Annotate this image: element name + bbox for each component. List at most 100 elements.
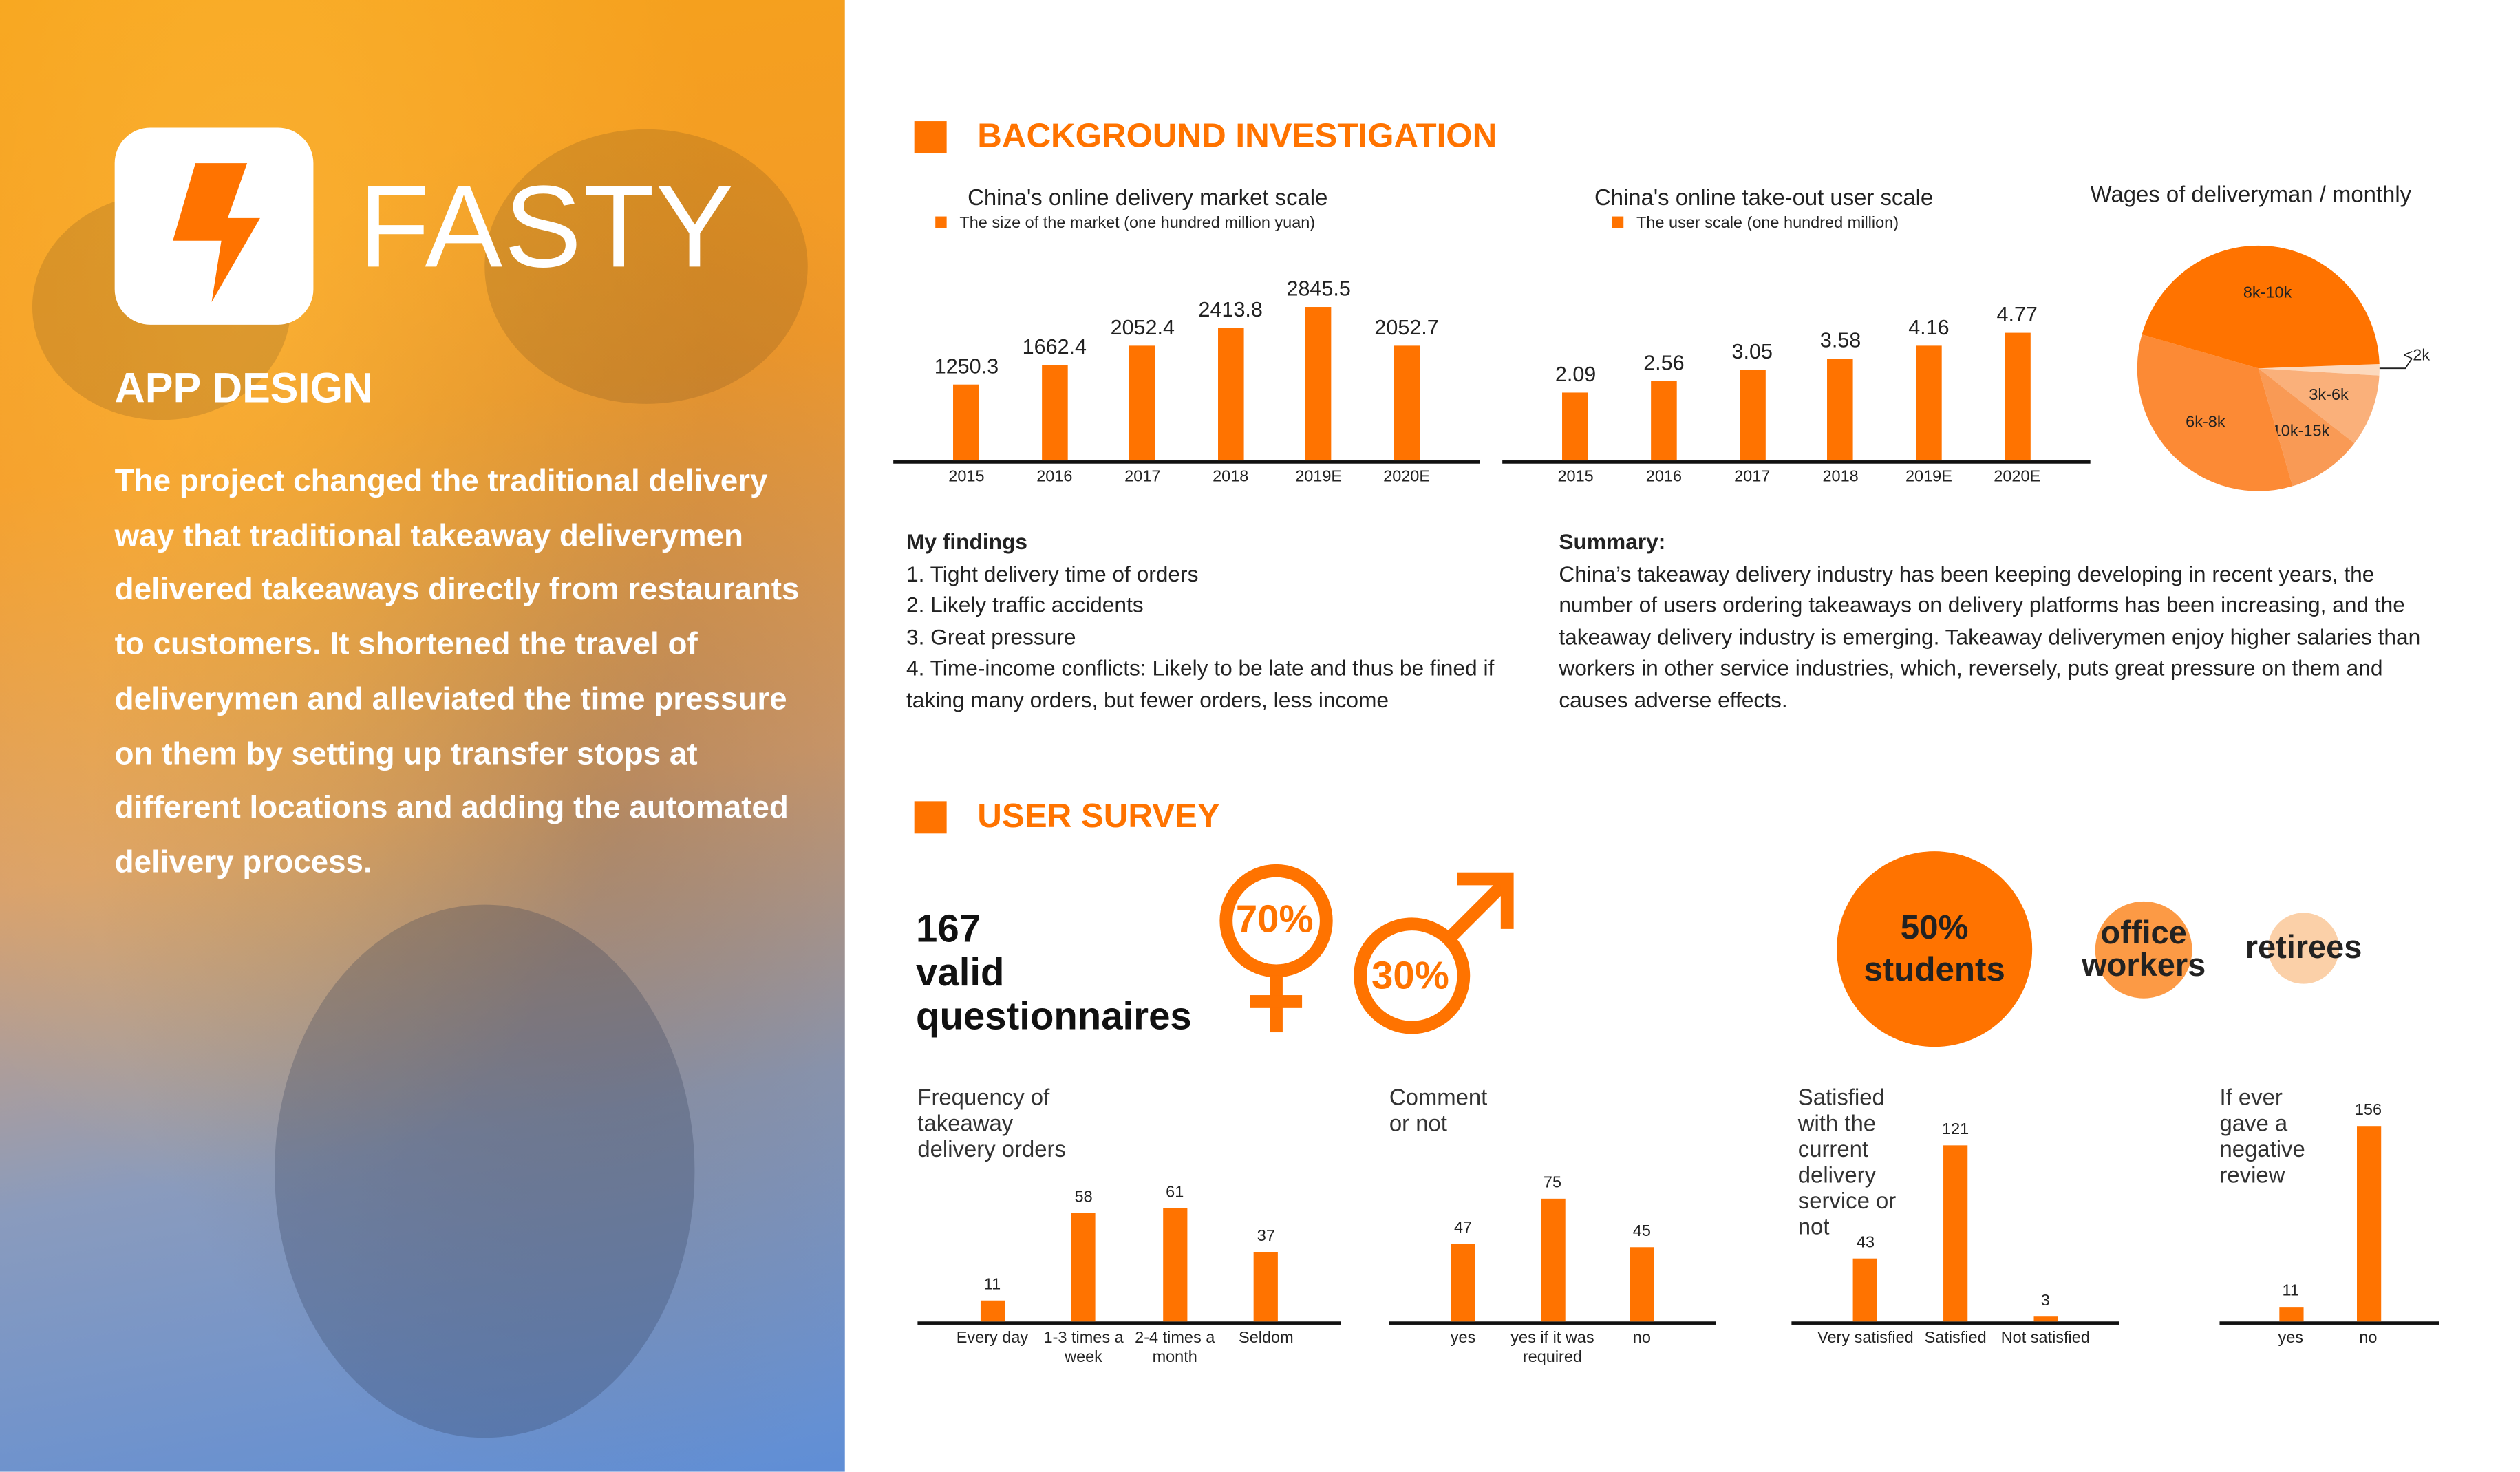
market-chart-legend: The size of the market (one hundred mill… [935,215,1315,233]
female-percent: 70% [1235,898,1314,942]
x-tick-label: 2017 [1734,468,1771,487]
bar [1739,370,1766,461]
x-tick-label: 2018 [1822,468,1859,487]
bar [1827,359,1854,461]
findings-title: My findings [906,529,1028,555]
students-bubble: 50% students [1837,851,2033,1047]
data-label: 58 [1074,1189,1093,1208]
data-label: 61 [1166,1184,1184,1202]
retirees-label: retirees [2245,929,2362,966]
x-axis [1502,460,2091,464]
finding-item: 3. Great pressure [906,624,1076,650]
user-chart-legend: The user scale (one hundred million) [1612,215,1899,233]
data-label: 121 [1942,1120,1969,1139]
summary-text: China’s takeaway delivery industry has b… [1559,561,2421,713]
female-icon [1219,864,1333,1033]
bar [1041,364,1068,461]
count-value: 167 [916,908,981,952]
bar [2004,332,2031,461]
data-label: 1662.4 [1022,333,1087,359]
data-label: 11 [2282,1283,2299,1301]
section-marker [914,121,947,154]
data-label: 11 [983,1277,1001,1295]
bar [1254,1252,1279,1322]
x-tick-label: Satisfied [1924,1329,1987,1347]
data-label: 2.09 [1555,361,1597,386]
background-heading: BACKGROUND INVESTIGATION [977,118,1497,156]
x-tick-label: Seldom [1239,1329,1294,1347]
students-label: students [1864,950,2005,988]
market-chart-title: China's online delivery market scale [968,184,1328,211]
data-label: 2052.7 [1374,314,1439,339]
x-axis [1389,1321,1716,1325]
data-label: 2052.4 [1110,314,1175,339]
x-tick-label: yes [2278,1329,2304,1347]
x-axis [2219,1321,2439,1325]
finding-item: 4. Time-income conflicts: Likely to be l… [906,656,1495,713]
bar [1916,345,1942,461]
finding-item: 1. Tight delivery time of orders [906,561,1199,586]
x-axis [1791,1321,2119,1325]
app-design-title: APP DESIGN [114,363,374,412]
data-label: 3 [2040,1292,2050,1311]
x-tick-label: yes [1450,1329,1476,1347]
pie-slice [2142,245,2380,369]
bar [1853,1259,1878,1322]
x-tick-label: 2018 [1213,468,1249,487]
x-tick-label: 2020E [1994,468,2041,487]
x-tick-label: 2019E [1905,468,1952,487]
bar [1630,1247,1654,1322]
bar [2033,1316,2058,1322]
x-tick-label: 1-3 times a week [1043,1329,1124,1367]
x-tick-label: Every day [956,1329,1029,1347]
wages-chart-title: Wages of deliveryman / monthly [2090,180,2412,207]
survey-heading: USER SURVEY [977,798,1220,835]
data-label: 2845.5 [1286,275,1351,301]
pie-label: <2k [2404,345,2431,363]
bar [1129,345,1156,461]
legend-label: The user scale (one hundred million) [1636,215,1899,233]
office-workers-bubble: office workers [2082,901,2206,999]
x-axis [893,460,1480,464]
findings-block: My findings 1. Tight delivery time of or… [906,526,1520,716]
data-label: 47 [1453,1219,1473,1238]
x-tick-label: no [1632,1329,1651,1347]
finding-item: 2. Likely traffic accidents [906,593,1144,618]
pie-slice [2137,334,2293,491]
pie-slice [2258,364,2380,376]
market-bar-chart: 1250.3 2015 1662.4 2016 2052.4 2017 2413.8 2018… [893,242,1480,517]
satisfaction-bar-chart: 43 Very satisfied 121 Satisfied 3 Not satisfi… [1791,1115,2119,1389]
x-tick-label: 2015 [948,468,985,487]
pie-label: 3k-6k [2309,385,2349,403]
count-label: valid [916,951,1005,996]
data-label: 4.16 [1908,315,1950,340]
x-tick-label: 2019E [1295,468,1343,487]
data-label: 3.58 [1819,328,1861,353]
pie-label: 10k-15k [2272,422,2330,440]
bar [1451,1244,1475,1322]
bar [2278,1308,2303,1322]
data-label: 1250.3 [934,354,999,378]
bar [1943,1144,1968,1322]
questionnaire-count: 167 valid questionnaires [916,908,1192,1038]
bar [953,384,980,461]
x-tick-label: Very satisfied [1817,1329,1914,1347]
male-icon [1354,872,1514,1034]
data-label: 4.77 [1996,301,2038,326]
x-tick-label: 2016 [1645,468,1683,487]
x-tick-label: yes if it was required [1510,1329,1594,1367]
x-tick-label: 2-4 times a month [1135,1329,1215,1367]
bar [1217,328,1243,461]
pie-label: 8k-10k [2243,283,2292,301]
bar [1071,1213,1096,1322]
bar [1162,1208,1187,1322]
hero-panel: FASTY APP DESIGN The project changed the… [0,0,845,1472]
legend-label: The size of the market (one hundred mill… [959,215,1316,233]
data-label: 2413.8 [1198,297,1263,321]
data-label: 43 [1856,1234,1875,1252]
count-label: questionnaires [916,995,1192,1039]
data-label: 3.05 [1731,340,1773,365]
data-label: 37 [1257,1228,1275,1246]
summary-block: Summary: China’s takeaway delivery indus… [1559,526,2447,716]
app-logo [114,127,314,325]
